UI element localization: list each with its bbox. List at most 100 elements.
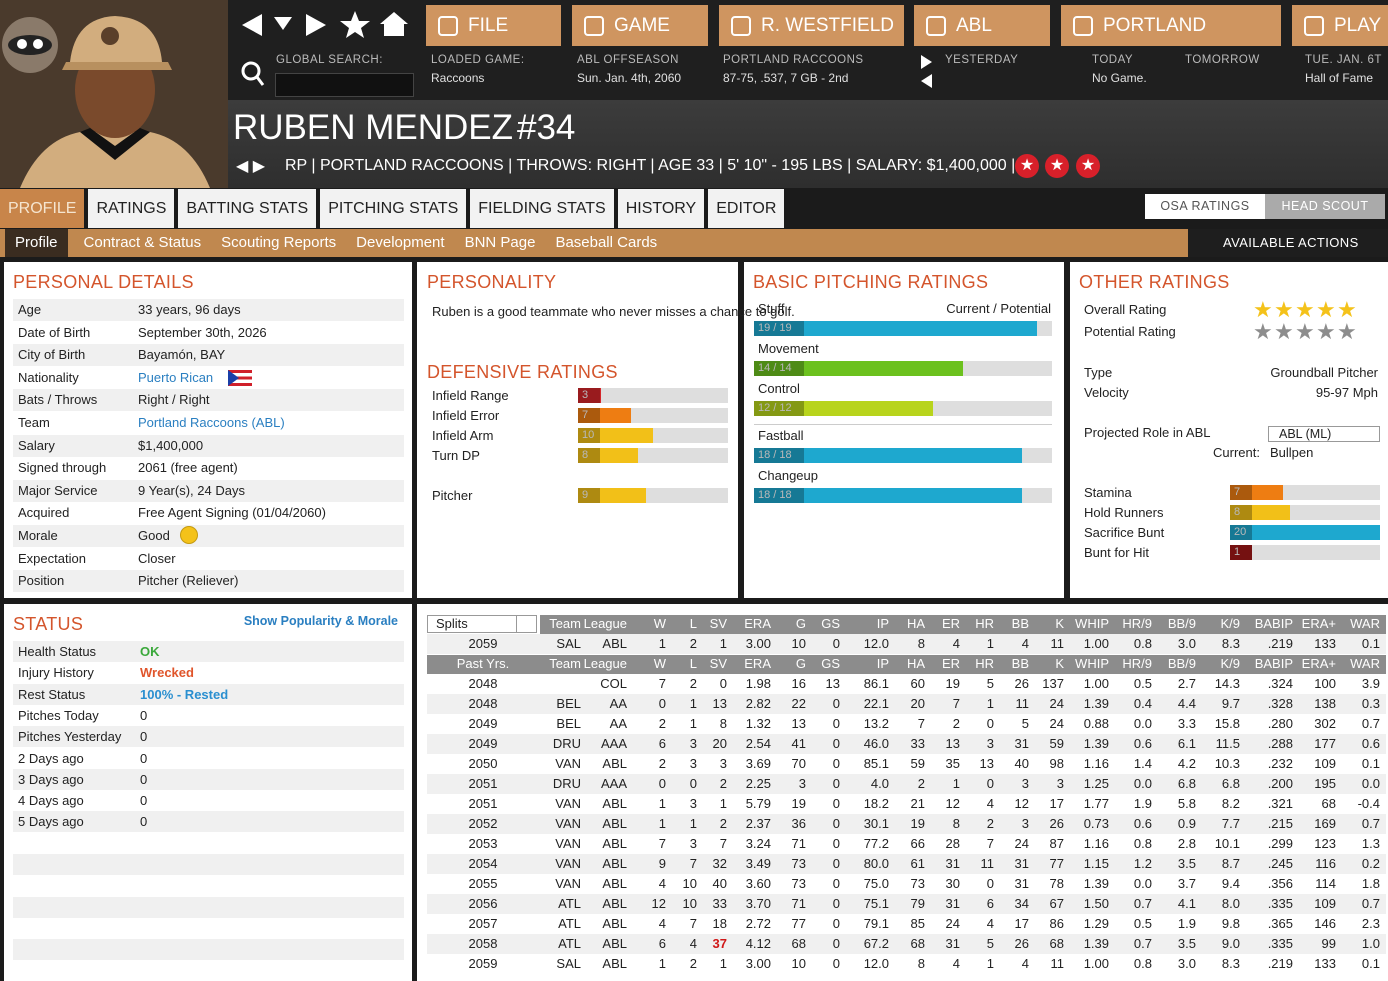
nav-button[interactable]: R. WESTFIELD (719, 5, 904, 46)
pitching-header: Current / Potential (946, 301, 1051, 316)
stats-cell: 2 (917, 776, 925, 791)
stats-cell: 59 (1049, 736, 1064, 751)
detail-value[interactable]: Portland Raccoons (ABL) (138, 415, 285, 430)
stats-cell: 3 (719, 756, 727, 771)
search-box[interactable] (275, 73, 414, 97)
stats-cell: ABL (602, 876, 627, 891)
detail-value: Right / Right (138, 392, 210, 408)
stats-cell: 67.2 (863, 936, 889, 951)
subtab-bar (0, 229, 1388, 257)
stats-cell: 2051 (468, 776, 498, 791)
nav-button-icon (926, 16, 946, 36)
tab[interactable]: FIELDING STATS (470, 189, 614, 228)
info-value: Groundball Pitcher (1270, 365, 1378, 380)
stats-cell: 12.0 (863, 956, 889, 971)
actions[interactable]: AVAILABLE ACTIONS (1188, 229, 1388, 257)
stats-cell: 7 (719, 836, 727, 851)
detail-value: Bayamón, BAY (138, 347, 226, 363)
stats-header: K (1055, 616, 1064, 631)
stats-cell: 2 (689, 636, 697, 651)
stats-header: W (653, 616, 666, 631)
stats-header: ER (941, 616, 960, 631)
status-link[interactable]: Show Popularity & Morale (243, 614, 398, 628)
nav-button[interactable]: GAME (572, 5, 708, 46)
info-value: 95-97 Mph (1315, 385, 1378, 400)
nav-button[interactable]: ABL (914, 5, 1050, 46)
stats-header: Team (549, 656, 581, 671)
current-label: Current: (1213, 445, 1260, 460)
stats-cell: 31 (945, 936, 960, 951)
tab[interactable]: BATTING STATS (178, 189, 317, 228)
status-label: Rest Status (18, 686, 86, 702)
splits-select[interactable]: Splits (427, 615, 537, 633)
personality-text: Ruben is a good teammate who never misse… (432, 304, 795, 319)
bar-value: 18 / 18 (754, 488, 804, 503)
nav-button[interactable]: FILE (426, 5, 561, 46)
stats-cell: 4 (952, 636, 960, 651)
status-value: Wrecked (140, 665, 194, 681)
detail-label: Team (18, 415, 50, 430)
stats-cell: 30 (945, 876, 960, 891)
stats-cell: 18 (712, 916, 727, 931)
stats-cell: ABL (602, 916, 627, 931)
stats-cell: 0.88 (1083, 716, 1109, 731)
name-band (0, 100, 1388, 188)
status-row (13, 896, 404, 918)
stats-cell: ABL (602, 856, 627, 871)
stats-cell: 133 (1314, 636, 1336, 651)
stats-cell: 20 (910, 696, 925, 711)
stats-cell: 4 (658, 876, 666, 891)
bar-value: 20 (1230, 525, 1252, 540)
stats-cell: 2 (986, 816, 994, 831)
tab[interactable]: EDITOR (708, 189, 785, 228)
detail-value[interactable]: Puerto Rican (138, 369, 214, 385)
pitch-label: Fastball (758, 428, 804, 443)
subtab[interactable]: Baseball Cards (555, 234, 658, 251)
info-label: TODAY (1092, 54, 1134, 66)
subtab[interactable]: Scouting Reports (221, 234, 337, 251)
panel (1070, 262, 1388, 598)
subtab[interactable]: Development (356, 234, 445, 251)
info-label: YESTERDAY (945, 54, 1019, 66)
subtab[interactable]: Profile (5, 229, 68, 257)
role-select[interactable]: ABL (ML) (1268, 426, 1380, 442)
subtab[interactable]: BNN Page (464, 234, 536, 251)
stats-cell: .200 (1267, 776, 1293, 791)
stats-row (427, 854, 1386, 874)
stats-cell: 3.3 (1177, 716, 1196, 731)
status-row (13, 875, 404, 896)
stats-cell: 35 (945, 756, 960, 771)
nav-button[interactable]: PLAY (1292, 5, 1388, 46)
subtab[interactable]: Contract & Status (83, 234, 202, 251)
stats-cell: 7 (658, 676, 666, 691)
tab[interactable]: PITCHING STATS (320, 189, 467, 228)
stats-cell: .335 (1267, 936, 1293, 951)
rating-toggle[interactable]: OSA RATINGS (1145, 194, 1265, 219)
player-info: RP | PORTLAND RACCOONS | THROWS: RIGHT |… (285, 157, 1016, 174)
stats-cell: 0 (832, 756, 840, 771)
tab[interactable]: RATINGS (88, 189, 175, 228)
stats-header: ERA+ (1301, 616, 1336, 631)
stats-cell: 1 (658, 796, 666, 811)
stats-cell: 68 (1321, 796, 1336, 811)
stats-cell: 13 (945, 736, 960, 751)
tab[interactable]: PROFILE (0, 189, 85, 228)
stats-cell: BEL (556, 716, 581, 731)
stats-cell: 0.7 (1361, 716, 1380, 731)
stats-cell: 2.25 (745, 776, 771, 791)
stats-header: HR/9 (1122, 656, 1152, 671)
rating-toggle[interactable]: HEAD SCOUT (1265, 194, 1385, 219)
stats-header-bg (540, 615, 1386, 634)
detail-row (13, 525, 404, 547)
stats-cell: 77.2 (863, 836, 889, 851)
info-value: 87-75, .537, 7 GB - 2nd (723, 71, 849, 85)
stats-cell: 73 (791, 856, 806, 871)
status-row (13, 811, 404, 833)
nav-button[interactable]: PORTLAND (1061, 5, 1281, 46)
stats-cell: 30.1 (863, 816, 889, 831)
stats-cell: 1.16 (1083, 756, 1109, 771)
stats-cell: 26 (1049, 816, 1064, 831)
tab[interactable]: HISTORY (617, 189, 705, 228)
status-label: 2 Days ago (18, 750, 84, 766)
stats-cell: 7 (689, 916, 697, 931)
